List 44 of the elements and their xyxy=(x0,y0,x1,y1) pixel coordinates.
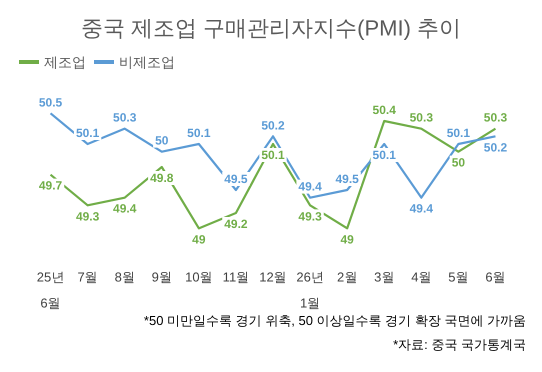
x-tick-label: 4월 xyxy=(411,270,432,284)
data-label: 50.1 xyxy=(261,148,285,162)
data-label: 50.3 xyxy=(410,110,434,125)
data-label: 49.8 xyxy=(150,171,174,185)
data-label: 50.3 xyxy=(113,110,137,125)
data-label: 49.5 xyxy=(224,172,248,186)
x-tick-label: 12월 xyxy=(259,270,287,284)
data-label: 50.2 xyxy=(261,118,285,132)
data-label: 49.2 xyxy=(224,217,248,231)
x-tick-label: 26년 1월 xyxy=(296,270,324,310)
data-label: 50 xyxy=(452,156,466,170)
x-tick-label: 2월 xyxy=(337,270,358,284)
data-label: 50.1 xyxy=(76,126,100,140)
data-label: 50.5 xyxy=(38,95,63,110)
data-label: 49.3 xyxy=(298,209,322,224)
data-label: 49.4 xyxy=(113,202,137,216)
data-label: 50 xyxy=(155,134,169,148)
data-label: 49.3 xyxy=(76,209,100,224)
data-label: 49.5 xyxy=(335,172,360,186)
data-label: 49.4 xyxy=(298,180,322,194)
data-label: 50.1 xyxy=(187,126,211,140)
data-label: 50.4 xyxy=(372,103,396,117)
legend-label: 비제조업 xyxy=(119,54,175,70)
x-tick-label: 9월 xyxy=(152,270,172,284)
data-label: 49 xyxy=(192,232,206,246)
x-tick-label: 6월 xyxy=(485,270,506,284)
legend-label: 제조업 xyxy=(44,54,86,70)
data-label: 49 xyxy=(340,232,354,246)
data-label: 50.2 xyxy=(484,140,508,154)
x-tick-label: 7월 xyxy=(78,270,98,284)
x-tick-label: 25년 6월 xyxy=(36,270,64,310)
x-tick-label: 5월 xyxy=(448,270,468,284)
data-label: 49.4 xyxy=(410,202,434,216)
x-tick-label: 8월 xyxy=(114,270,135,284)
data-label: 50.1 xyxy=(446,126,470,140)
text: *자료: 중국 국가통계국 xyxy=(393,337,526,352)
text: *50 미만일수록 경기 위축, 50 이상일수록 경기 확장 국면에 가까움 xyxy=(144,313,526,328)
chart-title: 중국 제조업 구매관리자지수(PMI) 추이 xyxy=(80,16,462,40)
x-tick-label: 11월 xyxy=(222,270,250,284)
x-tick-label: 10월 xyxy=(185,270,213,284)
data-label: 50.1 xyxy=(372,148,396,162)
x-tick-label: 3월 xyxy=(374,270,394,284)
data-label: 50.3 xyxy=(484,110,508,125)
data-label: 49.7 xyxy=(38,178,63,193)
